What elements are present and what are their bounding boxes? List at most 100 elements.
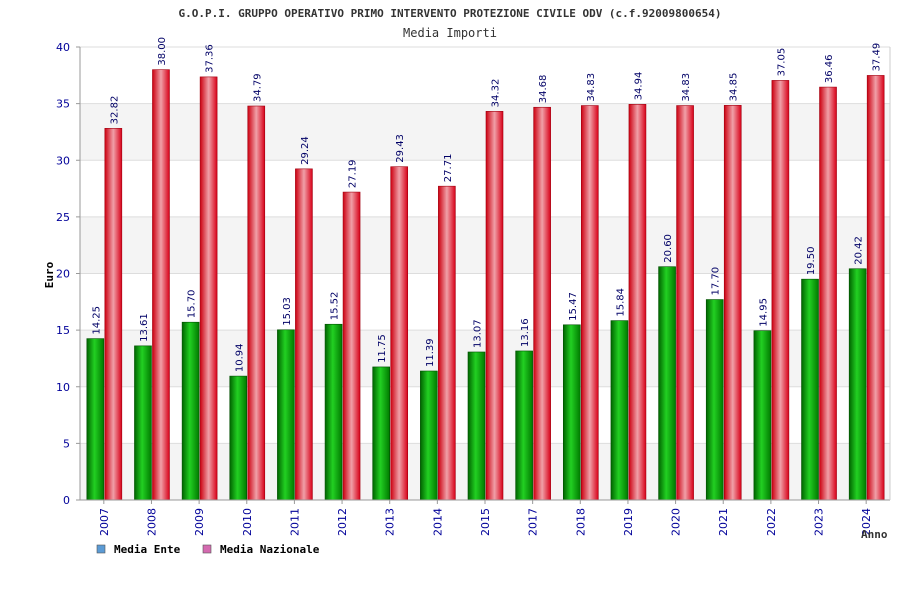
data-label: 15.70 (187, 290, 198, 319)
data-label: 15.84 (615, 288, 626, 317)
bar-nazionale (104, 128, 123, 501)
data-label: 15.52 (330, 292, 341, 321)
axes: 0 5 10 15 20 25 30 35 40 2007 2008 2009 2010 2011 2012… (56, 41, 891, 536)
bar-ente (801, 278, 819, 501)
x-tick-label: 2023 (813, 508, 826, 536)
x-tick-label: 2015 (479, 508, 492, 536)
bars: 14.25 32.82 13.61 38.00 15.70 37.36 10.94 34.79… (86, 37, 885, 501)
bar-ente (610, 320, 629, 501)
data-label: 34.83 (586, 73, 597, 102)
data-label: 27.19 (348, 159, 359, 188)
x-tick-label: 2007 (98, 508, 111, 536)
bar-nazionale (819, 86, 837, 501)
x-tick-label: 2019 (622, 508, 635, 536)
y-tick-label: 30 (56, 154, 70, 167)
bar-nazionale (723, 105, 742, 501)
legend-swatch (96, 544, 106, 554)
bar-nazionale (676, 105, 694, 501)
bar-ente (86, 338, 105, 501)
legend-swatch (202, 544, 212, 554)
x-tick-label: 2009 (193, 508, 206, 536)
x-tick-label: 2010 (241, 508, 254, 536)
bar-nazionale (628, 104, 647, 501)
data-label: 13.61 (139, 313, 150, 342)
x-axis-label: Anno (861, 528, 888, 541)
data-label: 34.32 (491, 79, 502, 108)
bar-nazionale (485, 111, 504, 501)
y-tick-label: 35 (56, 98, 70, 111)
y-tick-label: 15 (56, 324, 70, 337)
x-tick-label: 2008 (145, 508, 158, 536)
data-label: 14.95 (758, 298, 769, 327)
chart-subtitle: Media Importi (403, 26, 497, 40)
data-label: 10.94 (234, 343, 245, 372)
data-label: 13.07 (473, 319, 484, 348)
bar-ente (372, 366, 391, 501)
bar-ente (229, 375, 248, 501)
y-tick-label: 25 (56, 211, 70, 224)
legend-label: Media Nazionale (220, 543, 320, 556)
bar-ente (562, 324, 581, 501)
bar-ente (515, 350, 533, 501)
bar-nazionale (390, 166, 409, 501)
x-tick-label: 2014 (431, 508, 444, 536)
x-tick-label: 2012 (336, 508, 349, 536)
bar-ente (277, 329, 295, 501)
bar-ente (467, 351, 486, 501)
data-label: 15.47 (568, 292, 579, 321)
data-label: 27.71 (443, 154, 454, 183)
bar-nazionale (342, 191, 361, 501)
data-label: 34.83 (681, 73, 692, 102)
bar-nazionale (295, 168, 313, 501)
bar-ente (324, 323, 343, 501)
data-label: 11.39 (425, 338, 436, 367)
data-label: 32.82 (109, 96, 120, 125)
bar-ente (134, 345, 152, 501)
bar-nazionale (438, 185, 456, 501)
bar-nazionale (247, 105, 266, 501)
bar-ente (705, 299, 724, 501)
data-label: 38.00 (157, 37, 168, 66)
x-tick-label: 2020 (670, 508, 683, 536)
y-tick-label: 40 (56, 41, 70, 54)
data-label: 11.75 (377, 334, 388, 363)
x-tick-label: 2024 (860, 508, 873, 536)
data-label: 34.85 (729, 73, 740, 102)
data-label: 34.68 (538, 75, 549, 104)
bar-nazionale (533, 106, 551, 501)
data-label: 34.94 (633, 72, 644, 101)
data-label: 13.16 (520, 318, 531, 347)
x-tick-label: 2018 (574, 508, 587, 536)
bar-ente (753, 330, 772, 501)
bar-nazionale (199, 76, 218, 501)
data-label: 29.43 (395, 134, 406, 163)
y-tick-label: 5 (63, 437, 70, 450)
data-label: 37.49 (872, 43, 883, 72)
y-tick-label: 20 (56, 268, 70, 281)
y-axis-label: Euro (43, 261, 56, 288)
data-label: 20.42 (854, 236, 865, 265)
chart-title: G.O.P.I. GRUPPO OPERATIVO PRIMO INTERVEN… (178, 7, 721, 20)
data-label: 17.70 (711, 267, 722, 296)
data-label: 37.05 (776, 48, 787, 77)
x-tick-label: 2017 (527, 508, 540, 536)
bar-nazionale (866, 75, 885, 501)
bar-nazionale (771, 80, 790, 501)
y-tick-label: 0 (63, 494, 70, 507)
x-tick-label: 2021 (717, 508, 730, 536)
bar-ente (658, 266, 676, 501)
data-label: 36.46 (824, 54, 835, 83)
data-label: 37.36 (205, 44, 216, 73)
data-label: 29.24 (300, 136, 311, 165)
bar-nazionale (152, 69, 170, 501)
legend-label: Media Ente (114, 543, 181, 556)
y-tick-label: 10 (56, 381, 70, 394)
bar-nazionale (580, 105, 599, 501)
data-label: 20.60 (663, 234, 674, 263)
data-label: 19.50 (806, 247, 817, 276)
data-label: 34.79 (252, 73, 263, 102)
data-label: 14.25 (91, 306, 102, 335)
data-label: 15.03 (282, 297, 293, 326)
x-tick-label: 2011 (288, 508, 301, 536)
